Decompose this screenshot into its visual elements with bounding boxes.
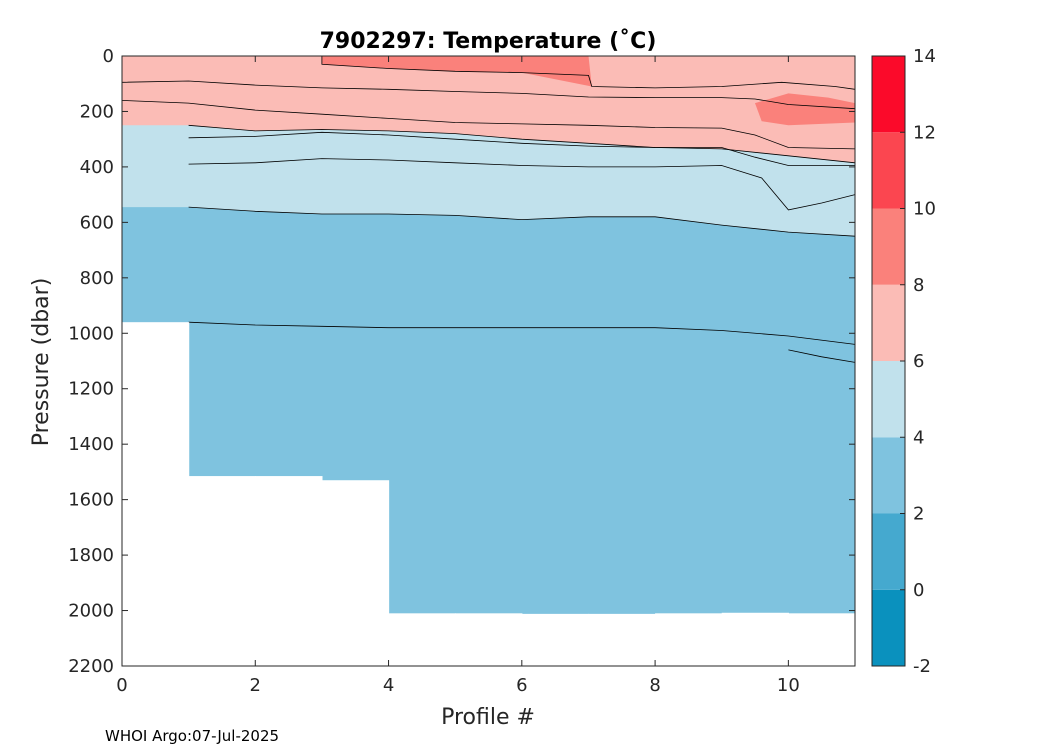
isotherm-2_8 bbox=[788, 349, 856, 363]
footer-credit: WHOI Argo:07-Jul-2025 bbox=[105, 727, 279, 745]
x-tick-label: 6 bbox=[516, 675, 527, 696]
colorbar-tick-label: 12 bbox=[913, 122, 936, 143]
y-tick-label: 1400 bbox=[68, 434, 114, 455]
colorbar-segment bbox=[872, 56, 905, 133]
y-tick-label: 200 bbox=[80, 101, 114, 122]
chart-title: 7902297: Temperature (˚C) bbox=[320, 29, 657, 54]
colorbar-segment bbox=[872, 208, 905, 285]
no-data-region bbox=[788, 613, 856, 666]
y-tick-label: 800 bbox=[80, 268, 114, 289]
x-tick-label: 0 bbox=[116, 675, 127, 696]
no-data-region bbox=[455, 613, 523, 666]
band-fill-above-6 bbox=[122, 56, 855, 163]
y-tick-label: 2200 bbox=[68, 656, 114, 677]
no-data-region bbox=[655, 613, 723, 666]
x-axis-label: Profile # bbox=[441, 705, 535, 730]
colorbar-tick-label: 2 bbox=[913, 504, 924, 525]
y-tick-label: 1200 bbox=[68, 379, 114, 400]
isotherm-6 bbox=[188, 124, 856, 164]
colorbar-segment bbox=[872, 589, 905, 666]
x-tick-label: 4 bbox=[383, 675, 394, 696]
colorbar-tick-label: 4 bbox=[913, 427, 924, 448]
y-tick-label: 1600 bbox=[68, 490, 114, 511]
isotherm-4 bbox=[188, 206, 856, 237]
isotherm-6_5 bbox=[121, 100, 856, 150]
y-axis-label: Pressure (dbar) bbox=[29, 278, 54, 447]
colorbar-tick-label: 10 bbox=[913, 199, 936, 220]
warm-patch-2 bbox=[755, 93, 855, 126]
colorbar-tick-label: 8 bbox=[913, 275, 924, 296]
colorbar-tick-label: 0 bbox=[913, 580, 924, 601]
x-tick-label: 10 bbox=[777, 675, 800, 696]
colorbar-tick-label: -2 bbox=[913, 656, 931, 677]
colorbar-segment bbox=[872, 437, 905, 514]
isotherm-7 bbox=[121, 80, 856, 110]
no-data-region bbox=[388, 613, 456, 666]
x-tick-label: 8 bbox=[649, 675, 660, 696]
no-data-region bbox=[521, 613, 590, 666]
colorbar-segment bbox=[872, 284, 905, 361]
colorbar-segment bbox=[872, 513, 905, 590]
y-tick-label: 1800 bbox=[68, 545, 114, 566]
x-tick-label: 2 bbox=[250, 675, 261, 696]
x-axis-ticks: 0 2 4 6 8 10 bbox=[116, 56, 800, 696]
no-data-region bbox=[721, 612, 789, 666]
no-data-region bbox=[321, 480, 390, 666]
isotherm-3 bbox=[188, 321, 856, 345]
no-data-region bbox=[122, 322, 190, 666]
colorbar-ticks: -2 0 2 4 6 8 10 12 14 bbox=[900, 46, 936, 677]
y-tick-label: 1000 bbox=[68, 323, 114, 344]
isotherm-5_5 bbox=[188, 131, 855, 166]
no-data-region bbox=[588, 613, 656, 666]
missing-data-mask bbox=[122, 322, 856, 666]
y-tick-label: 2000 bbox=[68, 601, 114, 622]
y-tick-label: 0 bbox=[103, 46, 114, 67]
isotherm-5 bbox=[188, 158, 856, 211]
colorbar-segment bbox=[872, 361, 905, 438]
colorbar-tick-label: 6 bbox=[913, 351, 924, 372]
isotherm-lines bbox=[121, 56, 856, 363]
colorbar bbox=[871, 55, 906, 667]
no-data-region bbox=[255, 476, 323, 666]
y-tick-label: 600 bbox=[80, 212, 114, 233]
colorbar-segment bbox=[872, 132, 905, 209]
y-tick-label: 400 bbox=[80, 157, 114, 178]
y-axis-ticks: 0 200 400 600 800 1000 1200 1400 1600 1800 2000 220… bbox=[68, 46, 855, 677]
isotherm-8 bbox=[321, 56, 856, 90]
colorbar-tick-label: 14 bbox=[913, 46, 936, 67]
plot-frame bbox=[121, 55, 856, 667]
no-data-region bbox=[188, 476, 256, 666]
